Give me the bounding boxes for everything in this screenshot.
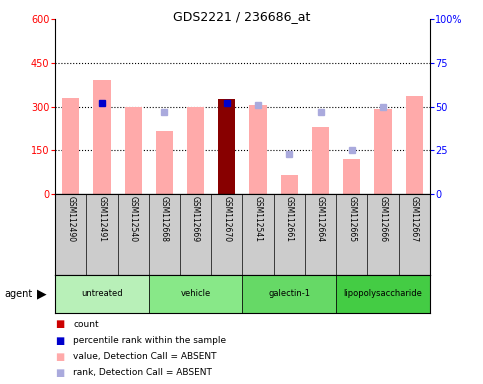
Text: GSM112670: GSM112670 xyxy=(222,196,231,242)
Text: galectin-1: galectin-1 xyxy=(269,289,310,298)
Bar xyxy=(374,109,392,194)
Text: GSM112667: GSM112667 xyxy=(410,196,419,242)
Bar xyxy=(156,131,173,194)
Bar xyxy=(149,275,242,313)
Bar xyxy=(250,105,267,194)
Text: GSM112541: GSM112541 xyxy=(254,196,263,242)
Text: rank, Detection Call = ABSENT: rank, Detection Call = ABSENT xyxy=(73,368,213,377)
Bar xyxy=(62,98,79,194)
Bar xyxy=(55,275,149,313)
Text: GDS2221 / 236686_at: GDS2221 / 236686_at xyxy=(173,10,310,23)
Text: GSM112490: GSM112490 xyxy=(66,196,75,242)
Text: untreated: untreated xyxy=(81,289,123,298)
Bar xyxy=(218,99,235,194)
Bar xyxy=(93,80,111,194)
Bar xyxy=(406,96,423,194)
Text: percentile rank within the sample: percentile rank within the sample xyxy=(73,336,227,345)
Text: ■: ■ xyxy=(55,368,64,378)
Text: GSM112669: GSM112669 xyxy=(191,196,200,242)
Text: GSM112664: GSM112664 xyxy=(316,196,325,242)
Text: agent: agent xyxy=(5,289,33,299)
Text: value, Detection Call = ABSENT: value, Detection Call = ABSENT xyxy=(73,352,217,361)
Text: GSM112665: GSM112665 xyxy=(347,196,356,242)
Bar xyxy=(312,127,329,194)
Bar xyxy=(343,159,360,194)
Text: GSM112666: GSM112666 xyxy=(379,196,387,242)
Bar xyxy=(281,175,298,194)
Text: ■: ■ xyxy=(55,352,64,362)
Text: ■: ■ xyxy=(55,319,64,329)
Text: GSM112540: GSM112540 xyxy=(128,196,138,242)
Text: GSM112668: GSM112668 xyxy=(160,196,169,242)
Text: lipopolysaccharide: lipopolysaccharide xyxy=(343,289,423,298)
Text: count: count xyxy=(73,320,99,329)
Bar xyxy=(187,107,204,194)
Bar xyxy=(242,275,336,313)
Bar xyxy=(336,275,430,313)
Text: ▶: ▶ xyxy=(37,287,47,300)
Text: GSM112661: GSM112661 xyxy=(285,196,294,242)
Text: vehicle: vehicle xyxy=(181,289,211,298)
Bar xyxy=(125,107,142,194)
Text: ■: ■ xyxy=(55,336,64,346)
Text: GSM112491: GSM112491 xyxy=(98,196,106,242)
